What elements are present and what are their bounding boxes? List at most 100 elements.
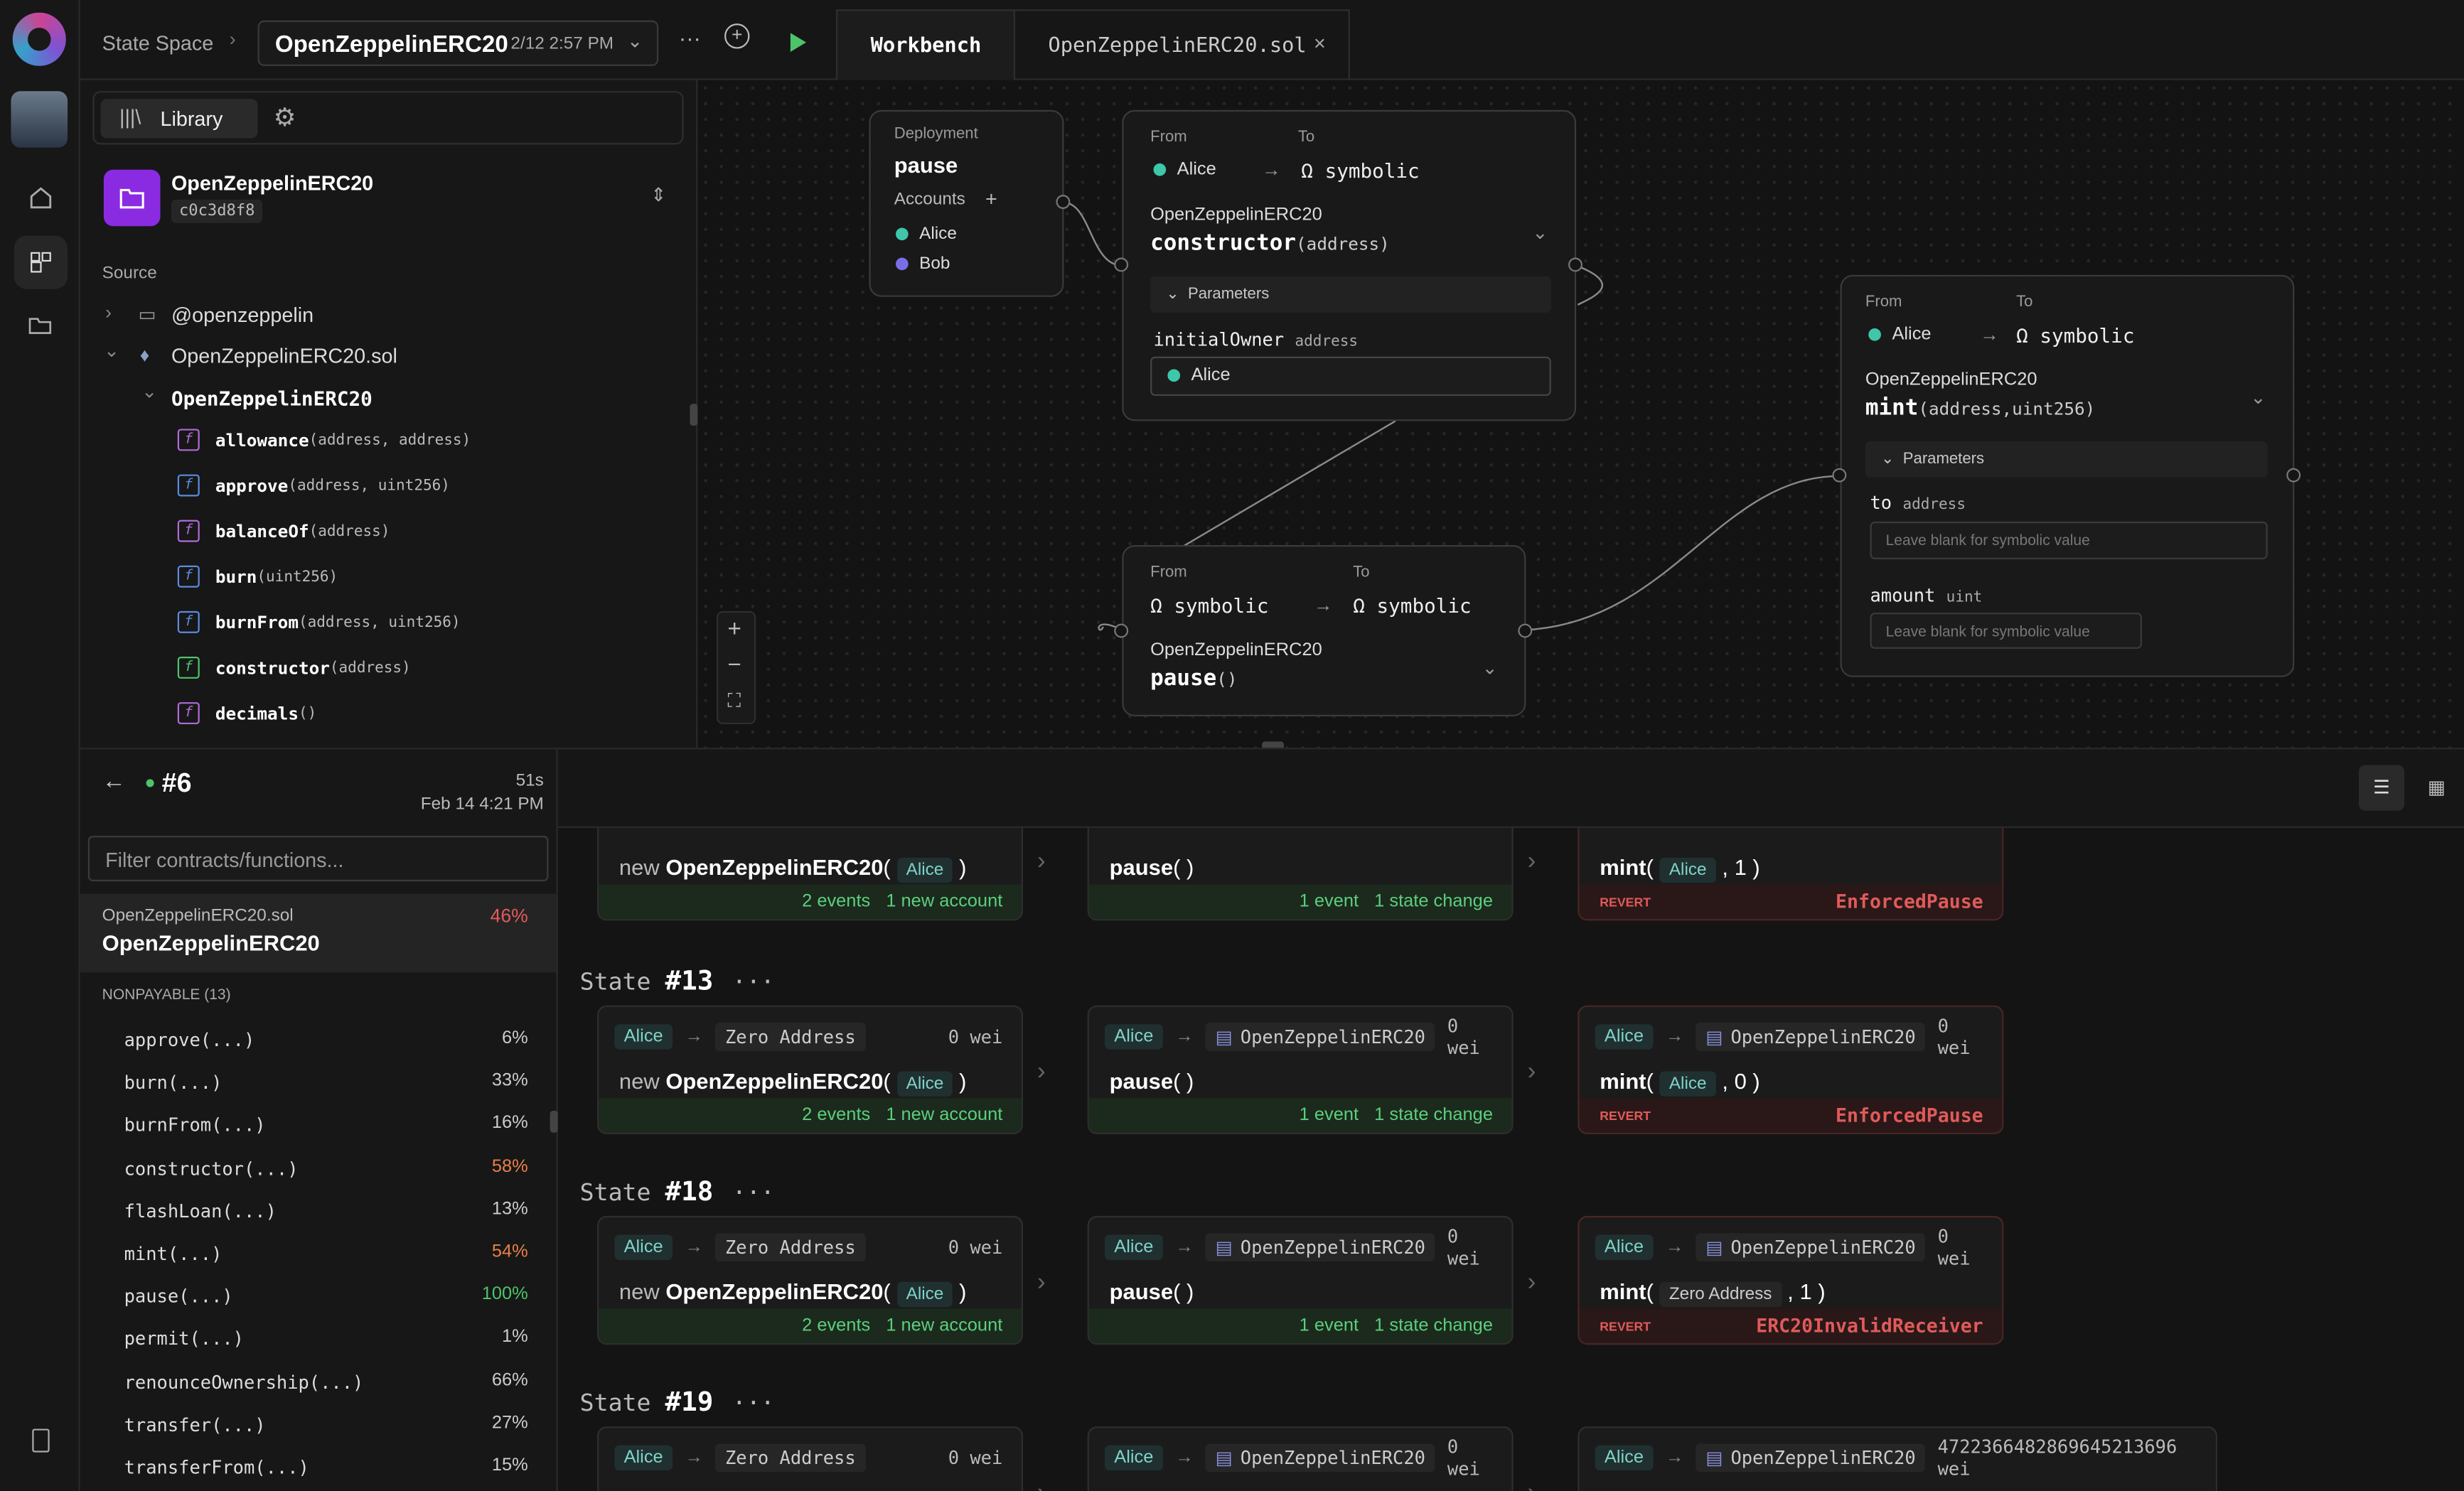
project-selector[interactable]: OpenZeppelinERC20 2/12 2:57 PM ⌄ [257, 20, 659, 66]
chevron-down-icon[interactable]: ⌄ [1532, 221, 1548, 244]
transaction-card[interactable]: Alice → ▤ OpenZeppelinERC20 0 wei pause( ) 1 e… [1087, 1005, 1514, 1134]
fit-view-icon[interactable]: ⛶ [727, 689, 741, 712]
library-function-balanceOf[interactable]: f balanceOf (address) [177, 520, 390, 542]
zoom-out-icon[interactable]: − [727, 652, 741, 679]
coverage-function[interactable]: pause(...) [124, 1285, 233, 1308]
contract-coverage-row[interactable]: OpenZeppelinERC20.sol OpenZeppelinERC20 … [80, 893, 557, 973]
more-icon[interactable]: ··· [732, 967, 775, 996]
transaction-card[interactable]: mint( Alice , 1 ) REVERT EnforcedPause [1578, 827, 2004, 921]
coverage-function[interactable]: permit(...) [124, 1328, 245, 1350]
mint-node[interactable]: From To Alice → Ω symbolic OpenZeppelinE… [1840, 274, 2295, 677]
coverage-function[interactable]: transfer(...) [124, 1414, 266, 1436]
pause-node[interactable]: From To Ω symbolic → Ω symbolic OpenZepp… [1122, 545, 1526, 716]
transaction-card[interactable]: Alice → ▤ OpenZeppelinERC20 4722366482869645… [1578, 1426, 2218, 1491]
more-icon[interactable]: ··· [732, 1389, 775, 1417]
library-function-approve[interactable]: f approve (address, uint256) [177, 474, 450, 497]
parameters-toggle[interactable]: ⌄ Parameters [1865, 441, 2268, 478]
workbench-canvas[interactable]: Deployment pause Accounts + Alice Bob Fr… [697, 80, 2464, 750]
coverage-function[interactable]: constructor(...) [124, 1157, 299, 1180]
chevron-down-icon[interactable]: ⌄ [1482, 656, 1498, 679]
library-function-burn[interactable]: f burn (uint256) [177, 565, 338, 588]
coverage-function[interactable]: mint(...) [124, 1242, 223, 1265]
library-function-burnFrom[interactable]: f burnFrom (address, uint256) [177, 610, 461, 633]
port[interactable] [2286, 468, 2301, 483]
docs-icon[interactable] [14, 1414, 68, 1467]
filter-input[interactable]: Filter contracts/functions... [87, 835, 549, 882]
port[interactable] [1114, 257, 1129, 272]
to-field[interactable]: Leave blank for symbolic value [1870, 521, 2268, 559]
deployment-node[interactable]: Deployment pause Accounts + Alice Bob [869, 109, 1064, 297]
more-icon[interactable]: ··· [678, 25, 701, 50]
library-tab[interactable]: |||\ Library [100, 99, 258, 139]
library-function-decimals[interactable]: f decimals() [177, 702, 316, 725]
coverage-function[interactable]: burn(...) [124, 1071, 223, 1094]
coverage-function[interactable]: transferFrom(...) [124, 1456, 309, 1479]
breadcrumb[interactable]: State Space [102, 31, 214, 55]
resize-handle[interactable] [690, 404, 698, 426]
port[interactable] [1518, 623, 1533, 638]
states-list[interactable]: new OpenZeppelinERC20( Alice ) 2 events 1 … [558, 827, 2464, 1491]
state-header[interactable]: State #19 ··· [580, 1387, 775, 1419]
tree-file[interactable]: OpenZeppelinERC20.sol [171, 344, 397, 368]
library-function-constructor[interactable]: f constructor (address) [177, 656, 411, 679]
resize-handle[interactable] [1262, 741, 1284, 750]
account-alice[interactable]: Alice [895, 225, 957, 244]
tab-source-file[interactable]: OpenZeppelinERC20.sol × [1014, 9, 1350, 80]
grid-view-icon[interactable]: ▦ [2427, 775, 2446, 798]
gear-icon[interactable]: ⚙ [273, 105, 296, 132]
tab-workbench[interactable]: Workbench [835, 9, 1015, 80]
app-logo[interactable] [12, 12, 66, 66]
coverage-function[interactable]: renounceOwnership(...) [124, 1370, 364, 1393]
tree-contract[interactable]: OpenZeppelinERC20 [171, 386, 373, 410]
list-view-icon[interactable]: ☰ [2358, 765, 2405, 811]
state-header[interactable]: State #18 ··· [580, 1177, 775, 1208]
account-bob[interactable]: Bob [895, 254, 950, 274]
state-number: #13 [665, 966, 714, 998]
initial-owner-field[interactable]: Alice [1150, 356, 1551, 397]
expand-icon[interactable]: ⇕ [650, 183, 667, 206]
folder-settings-icon[interactable] [14, 298, 68, 352]
add-account-icon[interactable]: + [985, 187, 997, 211]
chevron-down-icon[interactable]: ⌄ [141, 380, 158, 402]
transaction-card[interactable]: Alice → Zero Address 0 wei new OpenZeppelinE… [596, 1005, 1024, 1134]
coverage-function[interactable]: burnFrom(...) [124, 1114, 266, 1137]
argument-badge: Alice [1659, 1071, 1716, 1097]
chevron-right-icon[interactable]: › [105, 301, 112, 324]
tree-folder[interactable]: @openzeppelin [171, 303, 314, 327]
back-arrow-icon[interactable]: ← [102, 768, 126, 795]
transaction-card[interactable]: pause( ) 1 event 1 state change [1087, 827, 1514, 921]
transaction-card[interactable]: Alice → Zero Address 0 wei new OpenZeppelinE… [596, 1215, 1024, 1345]
zoom-in-icon[interactable]: + [727, 615, 741, 643]
chevron-right-icon: › [1527, 848, 1536, 876]
transaction-card[interactable]: Alice → ▤ OpenZeppelinERC20 0 wei pause( ) 1 e… [1087, 1215, 1514, 1345]
library-function-allowance[interactable]: f allowance (address, address) [177, 429, 471, 451]
transaction-card[interactable]: Alice → Zero Address 0 wei [596, 1426, 1024, 1491]
transaction-card[interactable]: Alice → ▤ OpenZeppelinERC20 0 wei mint( Alice… [1578, 1005, 2004, 1134]
contract-icon: ▤ [1215, 1239, 1233, 1259]
more-icon[interactable]: ··· [732, 1178, 775, 1207]
avatar[interactable] [11, 91, 68, 148]
chevron-down-icon[interactable]: ⌄ [103, 339, 120, 362]
transaction-card[interactable]: new OpenZeppelinERC20( Alice ) 2 events 1 … [596, 827, 1024, 921]
add-icon[interactable]: + [724, 23, 750, 49]
components-icon[interactable] [14, 235, 68, 289]
parameters-toggle[interactable]: ⌄ Parameters [1150, 276, 1551, 313]
transaction-card[interactable]: Alice → ▤ OpenZeppelinERC20 0 wei mint( Zero … [1578, 1215, 2004, 1345]
run-icon[interactable] [789, 31, 808, 53]
port[interactable] [1056, 195, 1071, 209]
coverage-function[interactable]: flashLoan(...) [124, 1200, 277, 1222]
close-icon[interactable]: × [1313, 31, 1326, 55]
argument-badge: Zero Address [1659, 1281, 1782, 1308]
port[interactable] [1568, 257, 1582, 272]
port[interactable] [1114, 623, 1129, 638]
function-name: pause [1109, 1279, 1174, 1304]
transaction-card[interactable]: Alice → ▤ OpenZeppelinERC20 0 wei [1087, 1426, 1514, 1491]
chevron-down-icon[interactable]: ⌄ [2250, 386, 2266, 409]
home-icon[interactable] [14, 171, 68, 225]
coverage-function[interactable]: approve(...) [124, 1028, 255, 1051]
amount-field[interactable]: Leave blank for symbolic value [1870, 613, 2142, 649]
port[interactable] [1832, 468, 1847, 483]
resize-handle[interactable] [550, 1110, 558, 1133]
constructor-node[interactable]: From To Alice → Ω symbolic OpenZeppelinE… [1122, 109, 1577, 421]
state-header[interactable]: State #13 ··· [580, 966, 775, 997]
